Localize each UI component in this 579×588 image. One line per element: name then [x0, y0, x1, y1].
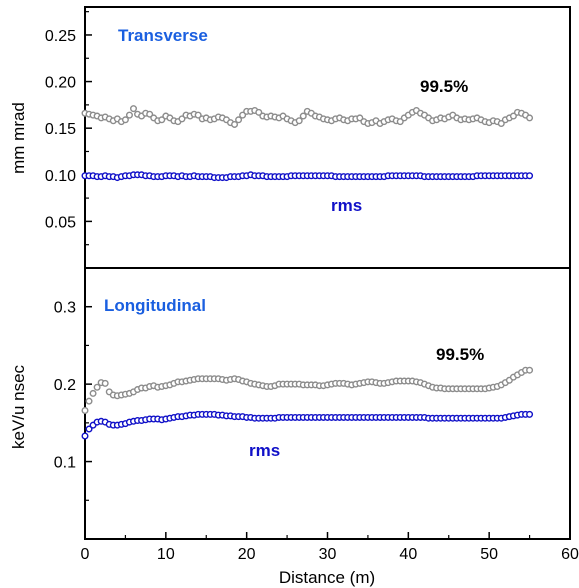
transverse-point	[129, 105, 137, 113]
transverse-point	[121, 116, 129, 124]
longitudinal-series-99-5	[81, 366, 534, 414]
longitudinal-x-tick-label: 50	[480, 546, 498, 563]
transverse-point	[239, 111, 247, 119]
longitudinal-x-tick-label: 10	[157, 546, 175, 563]
longitudinal-point	[93, 383, 101, 391]
longitudinal-y-axis-label: keV/u nsec	[9, 364, 28, 449]
transverse-series-rms	[81, 171, 534, 182]
longitudinal-rms-label: rms	[249, 441, 280, 460]
transverse-plot-frame	[84, 6, 571, 269]
longitudinal-point	[81, 432, 89, 440]
longitudinal-x-tick-label: 40	[399, 546, 417, 563]
longitudinal-point	[101, 379, 109, 387]
longitudinal-point	[85, 425, 93, 433]
transverse-99-5-label: 99.5%	[420, 77, 468, 96]
longitudinal-point	[85, 397, 93, 405]
longitudinal-y-tick-label: 0.3	[54, 300, 76, 317]
longitudinal-x-tick-label: 20	[238, 546, 256, 563]
transverse-point	[509, 112, 517, 120]
transverse-point	[146, 110, 154, 118]
longitudinal-point	[526, 366, 534, 374]
longitudinal-y-tick-label: 0.2	[54, 377, 76, 394]
transverse-panel: 0.05 0.10 0.15 0.20 0.25	[45, 6, 571, 269]
transverse-point	[396, 118, 404, 126]
transverse-rms-label: rms	[331, 196, 362, 215]
longitudinal-x-tick-label: 0	[81, 546, 90, 563]
transverse-point	[178, 115, 186, 123]
transverse-series-99-5	[81, 105, 534, 128]
transverse-point	[125, 111, 133, 119]
transverse-point	[194, 111, 202, 119]
x-axis-label: Distance (m)	[279, 568, 375, 587]
longitudinal-99-5-label: 99.5%	[436, 345, 484, 364]
transverse-point	[255, 108, 263, 116]
transverse-y-axis-label: mm mrad	[9, 102, 28, 174]
transverse-point	[295, 117, 303, 125]
transverse-point	[526, 114, 534, 122]
transverse-point	[526, 172, 534, 180]
transverse-y-tick-label: 0.25	[45, 28, 76, 45]
transverse-point	[235, 116, 243, 124]
transverse-point	[299, 112, 307, 120]
longitudinal-point	[89, 389, 97, 397]
transverse-y-tick-label: 0.20	[45, 75, 76, 92]
transverse-y-tick-label: 0.10	[45, 168, 76, 185]
longitudinal-panel: 0.1 0.2 0.3 0 10 20 30 40 50 60	[54, 267, 579, 563]
longitudinal-x-tick-label: 30	[319, 546, 337, 563]
longitudinal-x-tick-label: 60	[561, 546, 579, 563]
longitudinal-point	[526, 410, 534, 418]
longitudinal-point	[81, 406, 89, 414]
transverse-point	[231, 120, 239, 128]
transverse-point	[158, 116, 166, 124]
transverse-title: Transverse	[118, 26, 208, 45]
longitudinal-y-tick-label: 0.1	[54, 455, 76, 472]
transverse-point	[497, 120, 505, 128]
longitudinal-title: Longitudinal	[104, 296, 206, 315]
transverse-y-tick-label: 0.15	[45, 121, 76, 138]
longitudinal-series-rms	[81, 410, 534, 440]
transverse-point	[356, 114, 364, 122]
transverse-y-tick-label: 0.05	[45, 214, 76, 231]
